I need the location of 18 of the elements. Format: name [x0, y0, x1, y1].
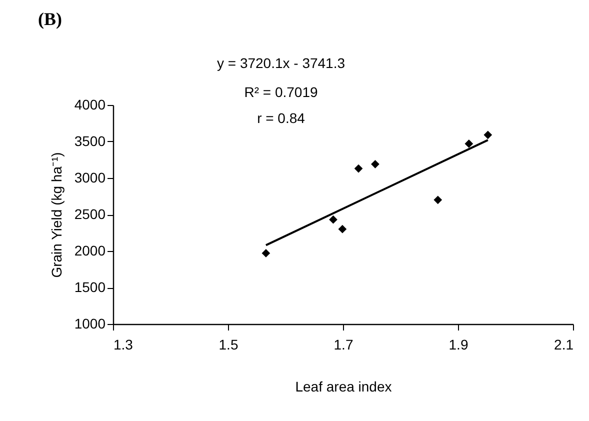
text: R² = 0.7019	[244, 84, 318, 100]
y-tick-label: 2000	[74, 242, 106, 258]
y-tick-label: 3000	[74, 170, 106, 186]
text: y = 3720.1x - 3741.3	[216, 55, 346, 71]
x-tick-label: 1.7	[334, 336, 354, 352]
y-tick-label: 1500	[74, 279, 106, 295]
x-axis-title: Leaf area index	[295, 378, 392, 394]
x-tick-label: 1.9	[448, 336, 468, 352]
x-tick-label: 2.1	[554, 336, 574, 352]
x-tick-label: 1.5	[218, 336, 238, 352]
y-tick-label: 4000	[74, 96, 106, 112]
y-tick-label: 2500	[74, 206, 106, 222]
x-tick-label: 1.3	[114, 336, 134, 352]
y-tick-label: 3500	[74, 133, 106, 149]
chart-title: (B)	[38, 9, 62, 29]
y-tick-label: 1000	[74, 316, 106, 332]
annotation: r = 0.84	[257, 110, 306, 126]
y-axis-title: Grain Yield (kg ha⁻¹)	[48, 152, 64, 278]
